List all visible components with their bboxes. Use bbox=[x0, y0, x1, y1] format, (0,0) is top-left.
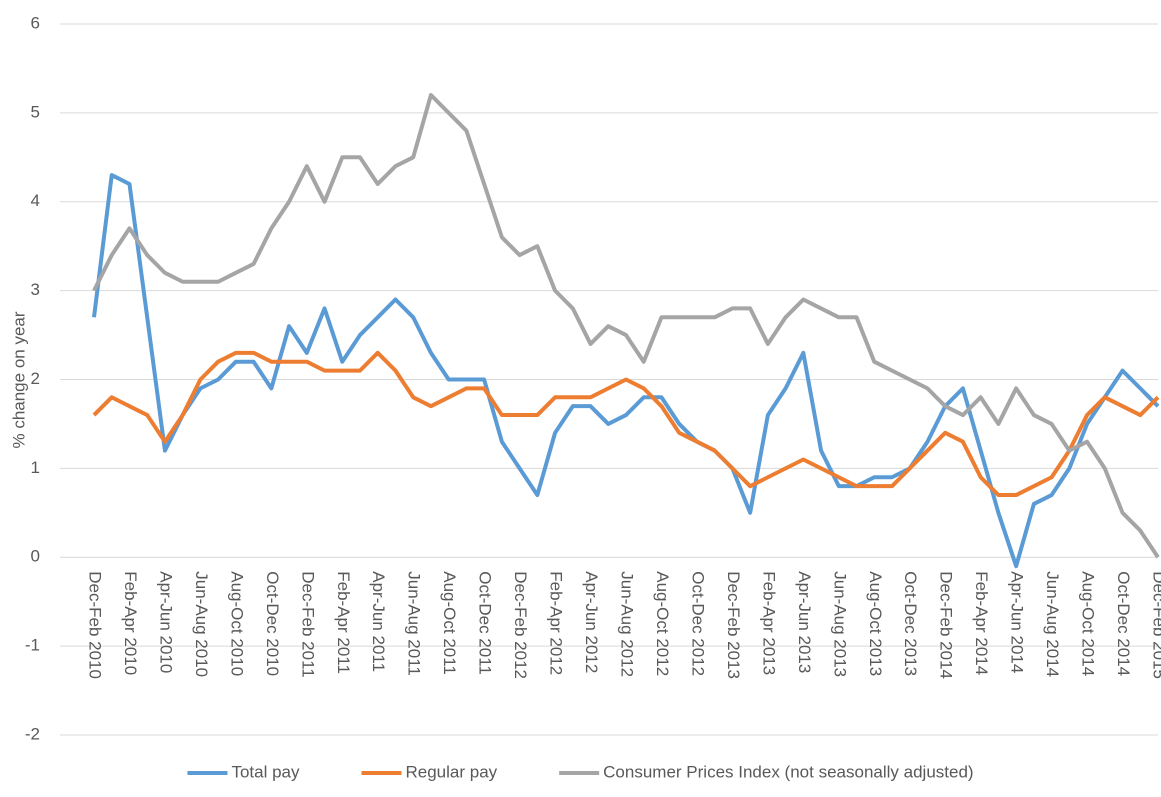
x-tick-label: Apr-Jun 2014 bbox=[1008, 571, 1027, 673]
x-tick-label: Dec-Feb 2011 bbox=[298, 571, 317, 677]
x-tick-label: Oct-Dec 2012 bbox=[688, 571, 707, 676]
x-tick-label: Oct-Dec 2013 bbox=[901, 571, 920, 676]
x-tick-label: Feb-Apr 2011 bbox=[334, 571, 353, 674]
x-tick-label: Jun-Aug 2014 bbox=[1043, 571, 1062, 677]
x-tick-label: Aug-Oct 2014 bbox=[1079, 571, 1098, 676]
legend-label: Consumer Prices Index (not seasonally ad… bbox=[603, 762, 973, 781]
y-tick-label: 6 bbox=[31, 13, 40, 32]
y-tick-label: 3 bbox=[31, 280, 40, 299]
y-tick-label: 5 bbox=[31, 102, 40, 121]
x-tick-label: Dec-Feb 2010 bbox=[86, 571, 105, 679]
x-tick-label: Dec-Feb 2012 bbox=[511, 571, 530, 679]
legend-label: Total pay bbox=[231, 762, 300, 781]
x-tick-label: Jun-Aug 2013 bbox=[830, 571, 849, 677]
x-tick-label: Jun-Aug 2010 bbox=[192, 571, 211, 677]
x-tick-label: Feb-Apr 2013 bbox=[759, 571, 778, 675]
x-tick-label: Apr-Jun 2010 bbox=[156, 571, 175, 673]
y-tick-label: -2 bbox=[25, 724, 40, 743]
x-tick-label: Oct-Dec 2010 bbox=[263, 571, 282, 676]
x-tick-label: Feb-Apr 2014 bbox=[972, 571, 991, 675]
x-tick-label: Dec-Feb 2013 bbox=[724, 571, 743, 679]
x-tick-label: Aug-Oct 2013 bbox=[866, 571, 885, 676]
x-tick-label: Apr-Jun 2012 bbox=[582, 571, 601, 673]
y-tick-label: -1 bbox=[25, 636, 40, 655]
series-line bbox=[92, 173, 1160, 569]
x-tick-label: Feb-Apr 2012 bbox=[547, 571, 566, 675]
x-tick-label: Aug-Oct 2011 bbox=[440, 571, 459, 675]
x-tick-label: Jun-Aug 2011 bbox=[405, 571, 424, 676]
x-tick-label: Aug-Oct 2010 bbox=[227, 571, 246, 676]
x-tick-label: Feb-Apr 2010 bbox=[121, 571, 140, 675]
x-tick-label: Apr-Jun 2013 bbox=[795, 571, 814, 673]
x-tick-label: Apr-Jun 2011 bbox=[369, 571, 388, 672]
x-tick-label: Dec-Feb 2014 bbox=[937, 571, 956, 679]
x-tick-label: Oct-Dec 2011 bbox=[476, 571, 495, 675]
y-axis-label: % change on year bbox=[9, 311, 28, 448]
legend: Total pay Regular pay Consumer Prices Inde… bbox=[187, 762, 974, 781]
y-tick-label: 2 bbox=[31, 369, 40, 388]
legend-label: Regular pay bbox=[405, 762, 497, 781]
series-line bbox=[92, 93, 1160, 559]
x-tick-label: Dec-Feb 2015 bbox=[1150, 571, 1161, 679]
series-line bbox=[92, 350, 1160, 498]
y-tick-label: 0 bbox=[31, 547, 40, 566]
y-tick-label: 4 bbox=[31, 191, 40, 210]
x-tick-label: Jun-Aug 2012 bbox=[618, 571, 637, 677]
y-tick-label: 1 bbox=[31, 458, 40, 477]
x-tick-label: Oct-Dec 2014 bbox=[1114, 571, 1133, 676]
x-tick-label: Aug-Oct 2012 bbox=[653, 571, 672, 676]
